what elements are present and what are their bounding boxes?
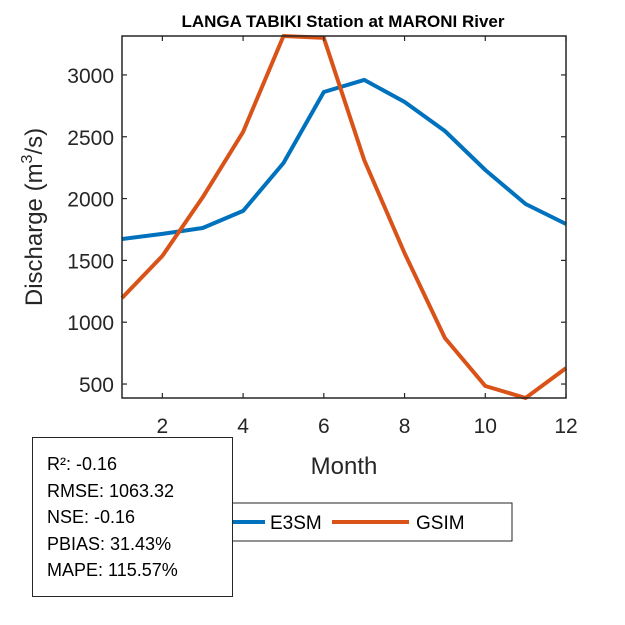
y-tick-label: 2000 [67,189,114,212]
y-tick-label: 2500 [67,127,114,150]
plot-area-border [121,35,567,399]
x-tick-label: 12 [554,415,577,438]
stats-box: R²: -0.16 RMSE: 1063.32 NSE: -0.16 PBIAS… [32,437,233,597]
x-tick-label: 8 [399,415,411,438]
x-axis-label: Month [311,453,378,480]
series-layer [120,34,568,400]
x-tick-label: 6 [318,415,330,438]
x-tick-label: 10 [474,415,497,438]
y-axis-label-main: Discharge (m [21,163,48,306]
y-tick-label: 1500 [67,250,114,273]
x-tick-label: 2 [157,415,169,438]
y-axis-label-superscript: 3 [19,154,36,163]
series-line-e3sm [121,77,567,241]
y-tick-label: 3000 [67,65,114,88]
stats-pbias: PBIAS: 31.43% [47,533,172,554]
chart-title: LANGA TABIKI Station at MARONI River [181,12,504,31]
stats-r2: R²: -0.16 [47,454,118,474]
legend-label-e3sm: E3SM [270,513,322,534]
series-line-gsim [120,34,568,400]
stats-mape: MAPE: 115.57% [47,560,178,580]
stats-nse: NSE: -0.16 [47,507,136,527]
legend-label-gsim: GSIM [416,513,465,534]
y-tick-label: 1000 [67,312,114,335]
x-tick-label: 4 [237,415,249,438]
y-axis-label: Discharge (m3/s) [19,128,48,306]
y-tick-label: 500 [79,374,114,397]
legend: E3SM GSIM [179,502,513,542]
y-axis-label-suffix: /s) [21,128,48,155]
stats-rmse: RMSE: 1063.32 [47,480,175,501]
ticks-layer: 2 4 6 8 10 12 500 1000 1500 2000 2500 3000 [67,36,578,438]
